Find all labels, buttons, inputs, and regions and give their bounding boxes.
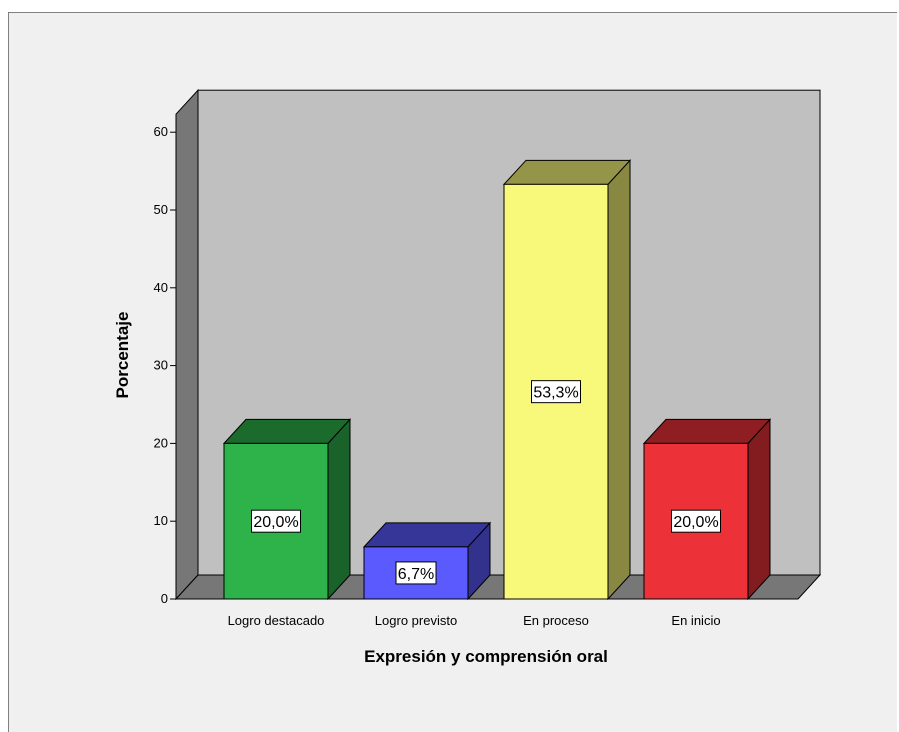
bar-top [222,418,352,444]
y-tick-label: 30 [154,358,168,373]
y-tick-label: 10 [154,513,168,528]
bar-side [747,418,771,601]
y-tick-label: 0 [161,591,168,606]
y-tick-label: 60 [154,124,168,139]
left-wall [175,88,199,601]
bar-top [642,418,772,444]
data-label-box [531,380,581,404]
bar-top [362,522,492,548]
data-label: 20,0% [253,514,298,531]
y-tick-label: 20 [154,435,168,450]
bar-side [607,159,631,601]
data-label: 6,7% [398,566,434,583]
x-tick-label: Logro destacado [228,613,325,628]
bar-side [327,418,351,601]
y-tick-label: 40 [154,280,168,295]
y-tick-label: 50 [154,202,168,217]
data-label-box [251,509,301,533]
y-axis-title: Porcentaje [113,312,132,399]
data-label-box [671,509,721,533]
data-label: 53,3% [533,385,578,402]
x-axis-title: Expresión y comprensión oral [364,647,608,666]
x-tick-label: Logro previsto [375,613,457,628]
data-label-box [395,561,437,585]
x-tick-label: En proceso [523,613,589,628]
x-tick-label: En inicio [671,613,720,628]
bar-top [502,159,632,185]
data-label: 20,0% [673,514,718,531]
